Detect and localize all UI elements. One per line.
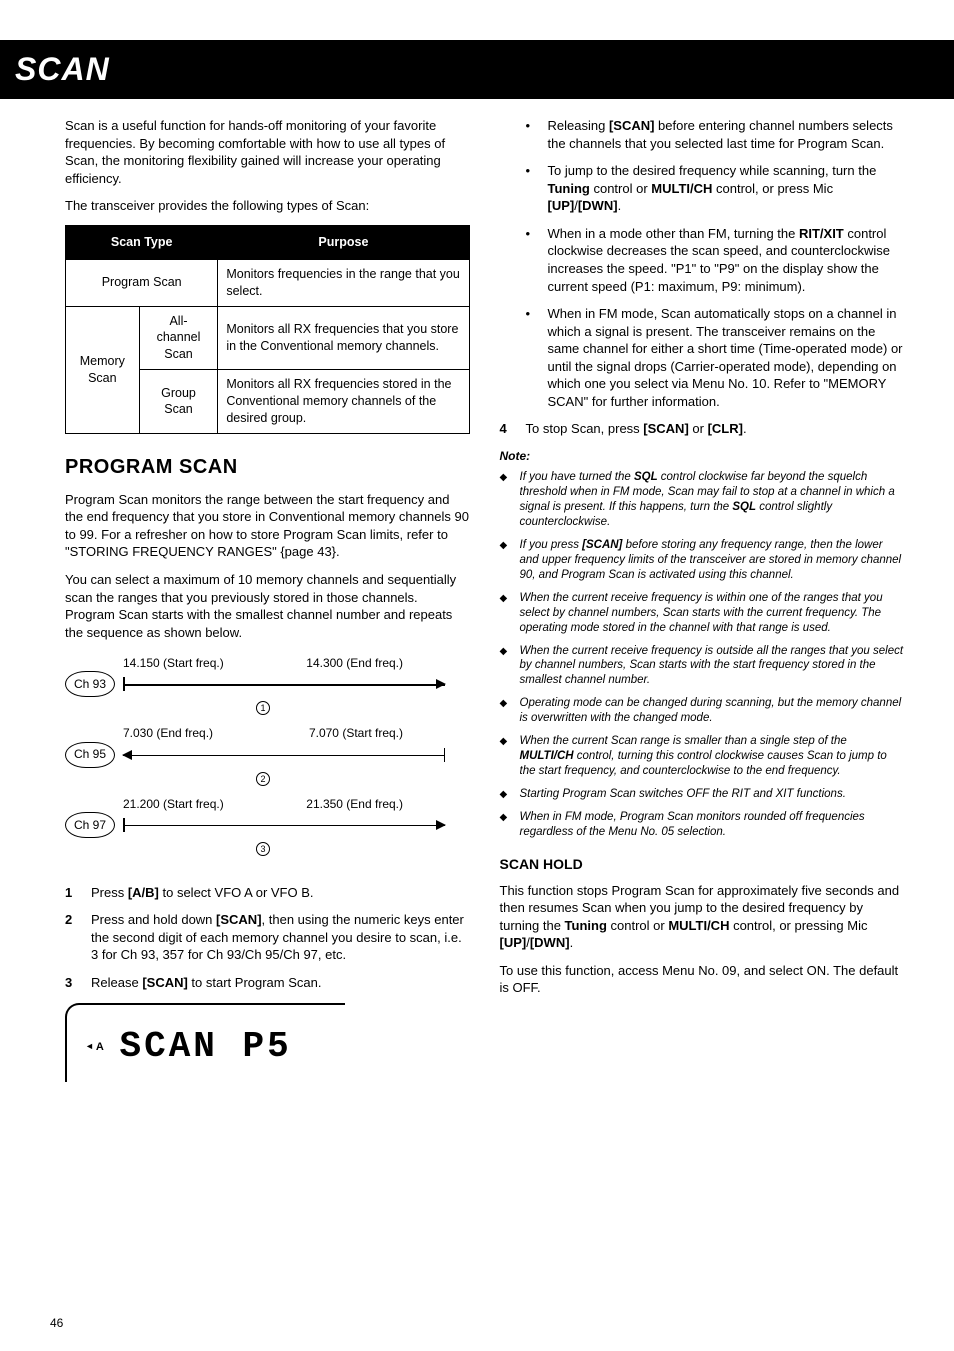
arrow-right-icon xyxy=(123,815,445,835)
bullet-item: When in a mode other than FM, turning th… xyxy=(526,225,905,295)
step-item: 4To stop Scan, press [SCAN] or [CLR]. xyxy=(500,420,905,438)
step-item: 1Press [A/B] to select VFO A or VFO B. xyxy=(65,884,470,902)
note-item: When in FM mode, Program Scan monitors r… xyxy=(500,810,905,840)
channel-bubble: Ch 93 xyxy=(65,671,115,697)
bullet-item: Releasing [SCAN] before entering channel… xyxy=(526,117,905,152)
heading-scan-hold: SCAN HOLD xyxy=(500,855,905,874)
steps-list-2: 4To stop Scan, press [SCAN] or [CLR]. xyxy=(500,420,905,438)
scan-hold-p1: This function stops Program Scan for app… xyxy=(500,882,905,952)
note-item: If you press [SCAN] before storing any f… xyxy=(500,538,905,583)
arrow-right-icon xyxy=(123,674,445,694)
step-circle: 2 xyxy=(256,772,270,786)
steps-list: 1Press [A/B] to select VFO A or VFO B. 2… xyxy=(65,884,470,992)
freq-label: 21.200 (Start freq.) xyxy=(123,796,224,812)
intro-paragraph-1: Scan is a useful function for hands-off … xyxy=(65,117,470,187)
note-item: If you have turned the SQL control clock… xyxy=(500,470,905,530)
note-item: When the current Scan range is smaller t… xyxy=(500,734,905,779)
td-allch-scan: All-channel Scan xyxy=(139,306,218,370)
th-purpose: Purpose xyxy=(218,225,469,259)
note-item: When the current receive frequency is wi… xyxy=(500,591,905,636)
td-allch-purpose: Monitors all RX frequencies that you sto… xyxy=(218,306,469,370)
step-circle: 3 xyxy=(256,842,270,856)
td-memory-scan: Memory Scan xyxy=(66,306,140,433)
freq-label: 14.300 (End freq.) xyxy=(306,655,403,671)
bullet-item: When in FM mode, Scan automatically stop… xyxy=(526,305,905,410)
lcd-text: SCAN P5 xyxy=(120,1023,292,1072)
freq-label: 7.070 (Start freq.) xyxy=(309,725,403,741)
sub-bullets: Releasing [SCAN] before entering channel… xyxy=(500,117,905,410)
freq-label: 7.030 (End freq.) xyxy=(123,725,213,741)
td-group-scan: Group Scan xyxy=(139,370,218,434)
channel-bubble: Ch 97 xyxy=(65,812,115,838)
td-program-purpose: Monitors frequencies in the range that y… xyxy=(218,259,469,306)
note-label: Note: xyxy=(500,448,905,464)
title-bar: SCAN xyxy=(0,40,954,99)
right-column: Releasing [SCAN] before entering channel… xyxy=(500,117,905,1082)
note-item: Operating mode can be changed during sca… xyxy=(500,696,905,726)
heading-program-scan: PROGRAM SCAN xyxy=(65,454,470,481)
ps-paragraph-1: Program Scan monitors the range between … xyxy=(65,491,470,561)
vfo-indicator: A xyxy=(85,1041,104,1053)
content-columns: Scan is a useful function for hands-off … xyxy=(65,117,904,1082)
th-scan-type: Scan Type xyxy=(66,225,218,259)
lcd-display: A SCAN P5 xyxy=(65,1003,345,1082)
ps-paragraph-2: You can select a maximum of 10 memory ch… xyxy=(65,571,470,641)
td-program-scan: Program Scan xyxy=(66,259,218,306)
step-circle: 1 xyxy=(256,701,270,715)
intro-paragraph-2: The transceiver provides the following t… xyxy=(65,197,470,215)
arrow-left-icon xyxy=(123,745,445,765)
bullet-item: To jump to the desired frequency while s… xyxy=(526,162,905,215)
note-item: When the current receive frequency is ou… xyxy=(500,644,905,689)
freq-label: 21.350 (End freq.) xyxy=(306,796,403,812)
td-group-purpose: Monitors all RX frequencies stored in th… xyxy=(218,370,469,434)
frequency-diagram: 14.150 (Start freq.) 14.300 (End freq.) … xyxy=(65,655,445,866)
step-item: 3Release [SCAN] to start Program Scan. xyxy=(65,974,470,992)
page-number: 46 xyxy=(50,1315,63,1331)
scan-types-table: Scan Type Purpose Program Scan Monitors … xyxy=(65,225,470,434)
step-item: 2Press and hold down [SCAN], then using … xyxy=(65,911,470,964)
page-title: SCAN xyxy=(0,48,954,91)
scan-hold-p2: To use this function, access Menu No. 09… xyxy=(500,962,905,997)
freq-label: 14.150 (Start freq.) xyxy=(123,655,224,671)
left-column: Scan is a useful function for hands-off … xyxy=(65,117,470,1082)
note-item: Starting Program Scan switches OFF the R… xyxy=(500,787,905,802)
channel-bubble: Ch 95 xyxy=(65,742,115,768)
notes-list: If you have turned the SQL control clock… xyxy=(500,470,905,840)
